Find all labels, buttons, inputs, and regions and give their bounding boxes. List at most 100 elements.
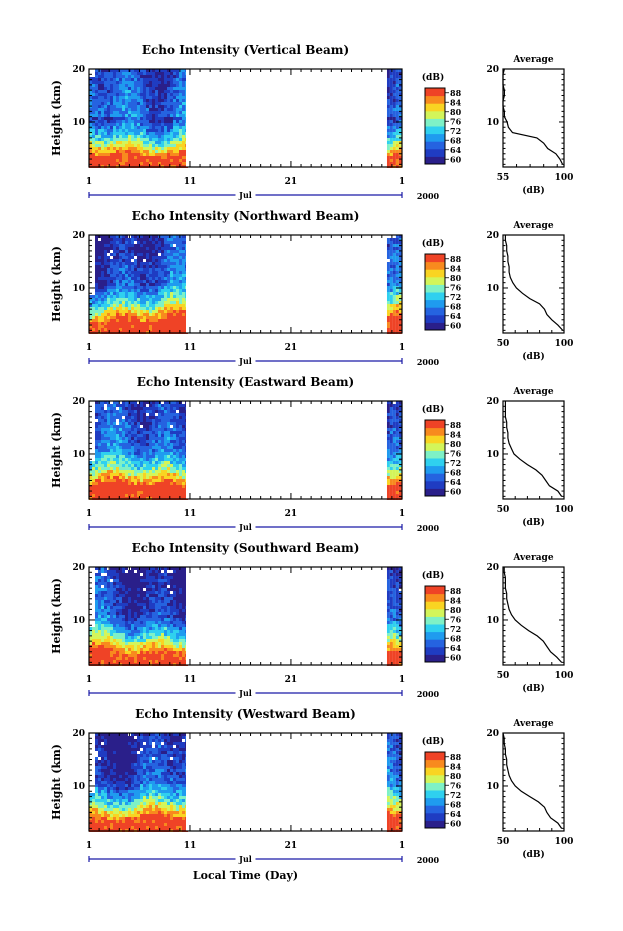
heatmap-cell [152,316,155,319]
heatmap-cell [134,576,137,579]
heatmap-cell [110,491,113,494]
heatmap-cell [89,153,92,156]
heatmap-cell [113,567,116,570]
heatmap-cell [131,479,134,482]
heatmap-cell [110,416,113,419]
heatmap-cell [107,437,110,440]
heatmap-cell [95,135,98,138]
heatmap-cell [113,298,116,301]
heatmap-cell [395,458,399,461]
heatmap-cell [161,476,164,479]
panel-2: Echo Intensity (Eastward Beam)2010Height… [50,375,573,533]
heatmap-cell [149,259,152,262]
heatmap-cell [131,648,134,651]
heatmap-cell [125,618,128,621]
heatmap-cell [104,126,107,129]
heatmap-cell [113,295,116,298]
heatmap-cell [125,156,128,159]
heatmap-cell [119,75,122,78]
heatmap-cell [164,446,167,449]
heatmap-cell [395,425,399,428]
heatmap-cell [149,280,152,283]
heatmap-cell [149,485,152,488]
heatmap-cell [152,416,155,419]
heatmap-cell [143,618,146,621]
heatmap-cell [101,108,104,111]
heatmap-cell [149,425,152,428]
heatmap-cell [140,482,143,485]
heatmap-cell [179,117,182,120]
heatmap-cell [116,491,119,494]
heatmap-cell [389,162,393,165]
heatmap-cell [89,84,92,87]
heatmap-cell [110,440,113,443]
heatmap-cell [116,600,119,603]
heatmap-cell [143,407,146,410]
heatmap-cell [119,633,122,636]
heatmap-cell [119,485,122,488]
heatmap-cell [182,446,185,449]
heatmap-cell [152,283,155,286]
heatmap-cell [392,304,396,307]
heatmap-cell [107,108,110,111]
heatmap-cell [158,292,161,295]
heatmap-cell [119,464,122,467]
heatmap-cell [122,467,125,470]
heatmap-cell [155,156,158,159]
heatmap-cell [116,117,119,120]
heatmap-cell [101,633,104,636]
heatmap-cell [134,322,137,325]
heatmap-cell [182,235,185,238]
heatmap-cell [119,648,122,651]
heatmap-cell [137,75,140,78]
heatmap-cell [170,470,173,473]
heatmap-cell [155,422,158,425]
heatmap-cell [143,428,146,431]
heatmap-cell [182,129,185,132]
heatmap-cell [110,618,113,621]
heatmap-cell [398,428,402,431]
heatmap-cell [119,582,122,585]
heatmap-cell [389,117,393,120]
heatmap-cell [119,452,122,455]
heatmap-cell [395,96,399,99]
heatmap-cell [158,114,161,117]
heatmap-cell [92,639,95,642]
heatmap-cell [113,307,116,310]
heatmap-cell [131,597,134,600]
heatmap-cell [143,633,146,636]
heatmap-cell [173,419,176,422]
heatmap-cell [392,455,396,458]
heatmap-cell [149,325,152,328]
heatmap-cell [395,485,399,488]
heatmap-cell [110,271,113,274]
heatmap-cell [104,81,107,84]
heatmap-cell [386,479,390,482]
heatmap-cell [140,419,143,422]
heatmap-cell [149,452,152,455]
heatmap-cell [137,618,140,621]
heatmap-cell [95,461,98,464]
heatmap-cell [146,567,149,570]
heatmap-cell [116,238,119,241]
heatmap-cell [125,253,128,256]
heatmap-cell [389,437,393,440]
heatmap-cell [98,452,101,455]
colorbar-tick-label: 64 [450,311,462,321]
heatmap-cell [392,431,396,434]
heatmap-cell [119,461,122,464]
heatmap-cell [95,84,98,87]
heatmap-cell [173,467,176,470]
heatmap-cell [113,256,116,259]
heatmap-cell [131,310,134,313]
month-label: Jul [238,190,252,200]
heatmap-cell [125,570,128,573]
heatmap-cell [167,485,170,488]
heatmap-cell [104,443,107,446]
heatmap-cell [119,138,122,141]
heatmap-cell [95,268,98,271]
heatmap-cell [98,585,101,588]
heatmap-cell [104,283,107,286]
heatmap-cell [107,274,110,277]
heatmap-cell [125,87,128,90]
